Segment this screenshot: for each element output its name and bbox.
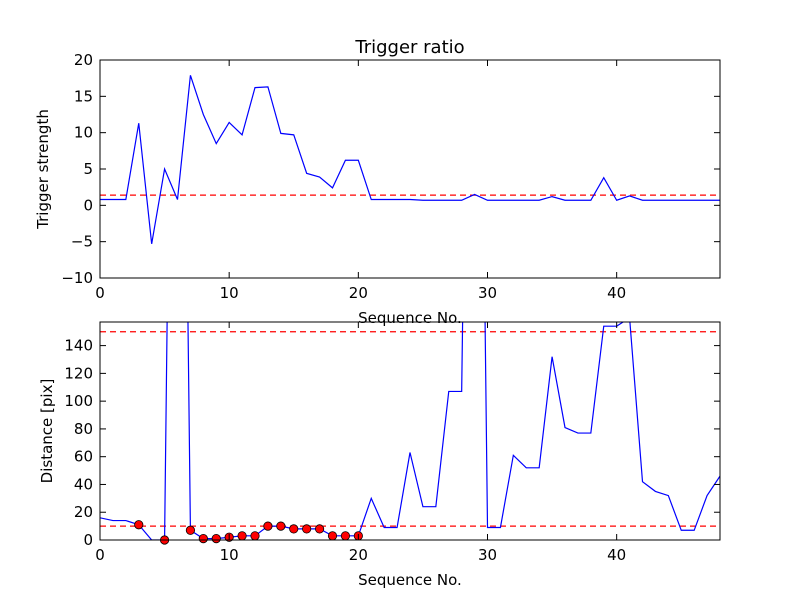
y-tick-label: 10 (74, 124, 93, 142)
bottom-marker-point (250, 531, 260, 541)
bottom-marker-point (134, 520, 144, 530)
bottom-marker-point (263, 521, 273, 531)
x-tick-label: 20 (349, 284, 368, 302)
x-tick-label: 10 (220, 546, 239, 564)
y-tick-label: 140 (64, 337, 93, 355)
y-tick-label: 60 (74, 448, 93, 466)
top-y-axis-label: Trigger strength (34, 109, 52, 230)
bottom-x-ticks: 0 10 20 30 40 (95, 322, 626, 564)
x-tick-label: 0 (95, 546, 105, 564)
y-tick-label: 0 (83, 531, 93, 549)
bottom-marker-point (276, 521, 286, 531)
bottom-plot-content (100, 322, 720, 540)
x-tick-label: 40 (607, 546, 626, 564)
y-tick-label: 5 (83, 160, 93, 178)
y-tick-label: 20 (74, 51, 93, 69)
top-plot-frame (99, 59, 721, 279)
y-tick-label: −10 (61, 269, 93, 287)
bottom-marker-point (302, 524, 312, 534)
bottom-panel: 0 10 20 30 40 0 20 40 60 80 100 120 140 Sequence No… (38, 321, 721, 589)
y-tick-label: −5 (71, 233, 93, 251)
top-chart-title: Trigger ratio (354, 37, 464, 58)
bottom-y-ticks: 0 20 40 60 80 100 120 140 (64, 337, 720, 549)
bottom-marker-point (327, 531, 338, 541)
x-tick-label: 0 (95, 284, 105, 302)
y-tick-label: 80 (74, 420, 93, 438)
bottom-marker-point (198, 534, 208, 544)
y-tick-label: 15 (74, 87, 93, 105)
bottom-x-axis-label: Sequence No. (358, 571, 462, 589)
x-tick-label: 10 (220, 284, 239, 302)
top-x-ticks: 0 10 20 30 40 (95, 60, 626, 302)
bottom-markers (134, 520, 363, 545)
bottom-marker-point (237, 531, 247, 541)
bottom-marker-point (185, 525, 196, 535)
y-tick-label: 40 (74, 475, 93, 493)
x-tick-label: 40 (607, 284, 626, 302)
bottom-y-axis-label: Distance [pix] (38, 379, 56, 484)
x-tick-label: 30 (478, 546, 497, 564)
y-tick-label: 120 (64, 364, 93, 382)
bottom-marker-point (314, 524, 325, 534)
x-tick-label: 30 (478, 284, 497, 302)
top-plot-content (100, 75, 720, 244)
bottom-marker-point (211, 534, 221, 544)
y-tick-label: 0 (83, 196, 93, 214)
top-x-axis-label: Sequence No. (358, 309, 462, 327)
x-tick-label: 20 (349, 546, 368, 564)
bottom-series-line (100, 322, 720, 540)
top-y-ticks: −10 −5 0 5 10 15 20 (61, 51, 720, 287)
bottom-marker-point (289, 524, 299, 534)
y-tick-label: 100 (64, 392, 93, 410)
top-panel: Trigger ratio 0 10 20 30 40 −10 −5 0 5 10 15 20 Se… (34, 37, 721, 327)
bottom-plot-frame (99, 321, 721, 541)
top-series-line (100, 75, 720, 244)
y-tick-label: 20 (74, 503, 93, 521)
bottom-marker-point (340, 531, 351, 541)
